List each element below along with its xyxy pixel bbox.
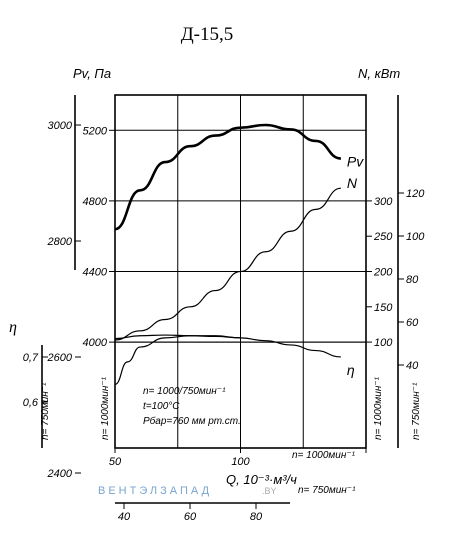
series-label: η [347, 362, 355, 378]
n-n1000-label: n= 1000мин⁻¹ [373, 376, 384, 440]
tick-label-n: 250 [373, 231, 393, 243]
tick-label-n750: 80 [406, 274, 419, 286]
tick-label-pv: 4400 [83, 267, 108, 279]
pv-n1000-label: n= 1000мин⁻¹ [100, 376, 111, 440]
tick-label-x750: 60 [184, 511, 197, 523]
annotation-pressure: Рбар=760 мм рт.ст. [143, 415, 241, 427]
x-n750-label: n= 750мин⁻¹ [298, 485, 356, 496]
ticks: 4000 4400 4800 5200 2400 2600 2800 3000 0,6 0,7 10… [23, 120, 426, 523]
tick-label-pv750: 2600 [47, 352, 73, 364]
tick-label-n: 200 [373, 267, 393, 279]
series-label: N [347, 175, 358, 191]
tick-label-pv: 5200 [83, 125, 108, 137]
eta-n750-label: n= 750мин⁻¹ [40, 382, 51, 440]
tick-label-eta: 0,6 [23, 397, 39, 409]
tick-label-n: 100 [374, 337, 393, 349]
tick-label-n750: 120 [406, 188, 425, 200]
tick-label-n750: 60 [406, 317, 419, 329]
tick-label-x750: 40 [118, 511, 131, 523]
annotation-temperature: t=100°С [143, 401, 180, 412]
tick-label-n: 300 [374, 196, 393, 208]
pv-axis-title: Pv, Па [73, 66, 111, 81]
axes [41, 95, 399, 504]
eta-curve [114, 334, 341, 358]
series: Pv Nη [114, 123, 364, 386]
eta-750-curve [114, 335, 241, 386]
eta-axis-title: η [9, 319, 17, 336]
watermark-brand: ВЕНТЭЛЗАПАД [98, 485, 212, 497]
tick-label-x: 100 [231, 456, 250, 468]
n-axis-title: N, кВт [358, 66, 400, 81]
n-curve [114, 187, 341, 341]
watermark-domain: .BY [262, 486, 277, 496]
tick-label-pv: 4800 [83, 196, 108, 208]
tick-label-pv: 4000 [83, 337, 108, 349]
tick-label-eta: 0,7 [23, 352, 39, 364]
tick-label-n750: 40 [406, 360, 419, 372]
annotation-speed: n= 1000/750мин⁻¹ [143, 386, 226, 397]
tick-label-n: 150 [374, 302, 393, 314]
chart-title: Д-15,5 [181, 24, 234, 45]
tick-label-x750: 80 [250, 511, 263, 523]
tick-label-n750: 100 [406, 231, 425, 243]
pv-curve [114, 123, 342, 231]
tick-label-x: 50 [109, 456, 122, 468]
tick-label-pv750: 3000 [48, 120, 73, 132]
series-label: Pv [347, 154, 364, 170]
grid [115, 95, 366, 448]
x-n1000-label: n= 1000мин⁻¹ [292, 450, 356, 461]
tick-label-pv750: 2400 [47, 468, 73, 480]
n-n750-label: n= 750мин⁻¹ [411, 382, 422, 440]
x-axis-title: Q, 10⁻³·м³/ч [226, 472, 297, 487]
tick-label-pv750: 2800 [47, 236, 73, 248]
